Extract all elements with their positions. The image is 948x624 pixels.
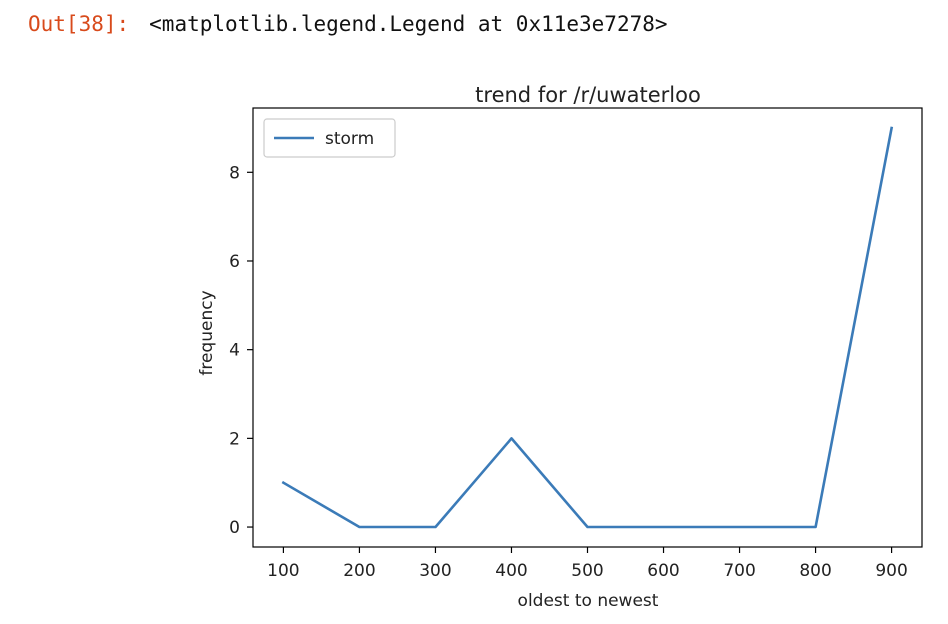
x-tick-label-200: 200 <box>343 561 375 581</box>
y-tick-label-0: 0 <box>229 518 240 538</box>
x-tick-label-900: 900 <box>875 561 907 581</box>
x-tick-label-600: 600 <box>647 561 679 581</box>
legend-box <box>263 118 396 158</box>
axes-frame <box>252 107 923 548</box>
x-tick-label-700: 700 <box>723 561 755 581</box>
x-tick-label-800: 800 <box>799 561 831 581</box>
x-tick-label-400: 400 <box>495 561 527 581</box>
y-tick-label-4: 4 <box>229 341 240 361</box>
output-prompt: Out[38]: <box>28 12 130 36</box>
legend-label-storm: storm <box>325 129 374 149</box>
output-repr-text: <matplotlib.legend.Legend at 0x11e3e7278… <box>149 12 668 36</box>
plot-area: 100 200 300 400 500 600 700 800 900 0 2 4 6 8 storm <box>229 107 923 581</box>
x-tick-label-100: 100 <box>267 561 299 581</box>
series-line-storm <box>281 126 894 529</box>
x-tick-label-500: 500 <box>571 561 603 581</box>
x-tick-label-300: 300 <box>419 561 451 581</box>
y-tick-label-2: 2 <box>229 429 240 449</box>
x-axis-label: oldest to newest <box>518 591 659 611</box>
output-cell: Out[38]: <matplotlib.legend.Legend at 0x… <box>28 6 668 42</box>
y-tick-label-8: 8 <box>229 163 240 183</box>
y-tick-label-6: 6 <box>229 252 240 272</box>
chart-title: trend for /r/uwaterloo <box>475 83 701 107</box>
y-axis-label: frequency <box>197 290 217 375</box>
